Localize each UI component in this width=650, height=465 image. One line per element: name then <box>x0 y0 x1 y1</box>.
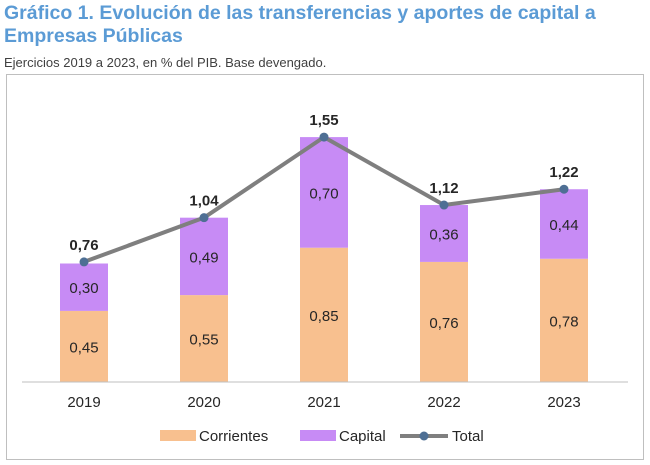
bar-corrientes-2019 <box>60 310 108 382</box>
data-label-corrientes-2022: 0,76 <box>429 315 458 332</box>
point-total-2020 <box>199 213 209 223</box>
x-tick-label-2022: 2022 <box>427 394 460 411</box>
bar-corrientes-2021 <box>300 247 348 382</box>
point-total-2021 <box>319 132 329 142</box>
data-label-total-2022: 1,12 <box>429 180 458 197</box>
data-label-total-2020: 1,04 <box>189 193 219 210</box>
chart-subtitle: Ejercicios 2019 a 2023, en % del PIB. Ba… <box>4 55 327 70</box>
data-label-total-2021: 1,55 <box>309 112 338 129</box>
bar-capital-2023 <box>540 189 588 259</box>
legend-label-capital: Capital <box>339 428 386 445</box>
data-label-capital-2019: 0,30 <box>69 280 98 297</box>
legend-label-total: Total <box>452 428 484 445</box>
data-label-corrientes-2021: 0,85 <box>309 308 338 325</box>
x-tick-label-2021: 2021 <box>307 394 340 411</box>
data-label-total-2019: 0,76 <box>69 237 98 254</box>
legend-marker-total <box>419 431 429 441</box>
x-tick-label-2020: 2020 <box>187 394 220 411</box>
data-label-capital-2022: 0,36 <box>429 226 458 243</box>
point-total-2022 <box>439 200 449 210</box>
data-label-corrientes-2019: 0,45 <box>69 339 98 356</box>
legend-swatch-capital <box>300 430 336 441</box>
data-label-capital-2023: 0,44 <box>549 217 578 234</box>
point-total-2019 <box>79 257 89 267</box>
bar-capital-2021 <box>300 137 348 248</box>
data-label-total-2023: 1,22 <box>549 164 578 181</box>
chart-frame <box>6 74 644 460</box>
point-total-2023 <box>559 184 569 194</box>
legend-swatch-corrientes <box>160 430 196 441</box>
data-label-corrientes-2023: 0,78 <box>549 313 578 330</box>
data-label-corrientes-2020: 0,55 <box>189 332 218 349</box>
data-label-capital-2021: 0,70 <box>309 185 338 202</box>
legend-label-corrientes: Corrientes <box>199 428 268 445</box>
bar-corrientes-2022 <box>420 261 468 382</box>
bar-capital-2019 <box>60 263 108 311</box>
x-tick-label-2023: 2023 <box>547 394 580 411</box>
bar-corrientes-2020 <box>180 295 228 382</box>
x-tick-label-2019: 2019 <box>67 394 100 411</box>
bar-capital-2020 <box>180 217 228 296</box>
data-label-capital-2020: 0,49 <box>189 249 218 266</box>
bar-capital-2022 <box>420 205 468 262</box>
chart-title: Gráfico 1. Evolución de las transferenci… <box>4 2 596 47</box>
bar-corrientes-2023 <box>540 258 588 382</box>
